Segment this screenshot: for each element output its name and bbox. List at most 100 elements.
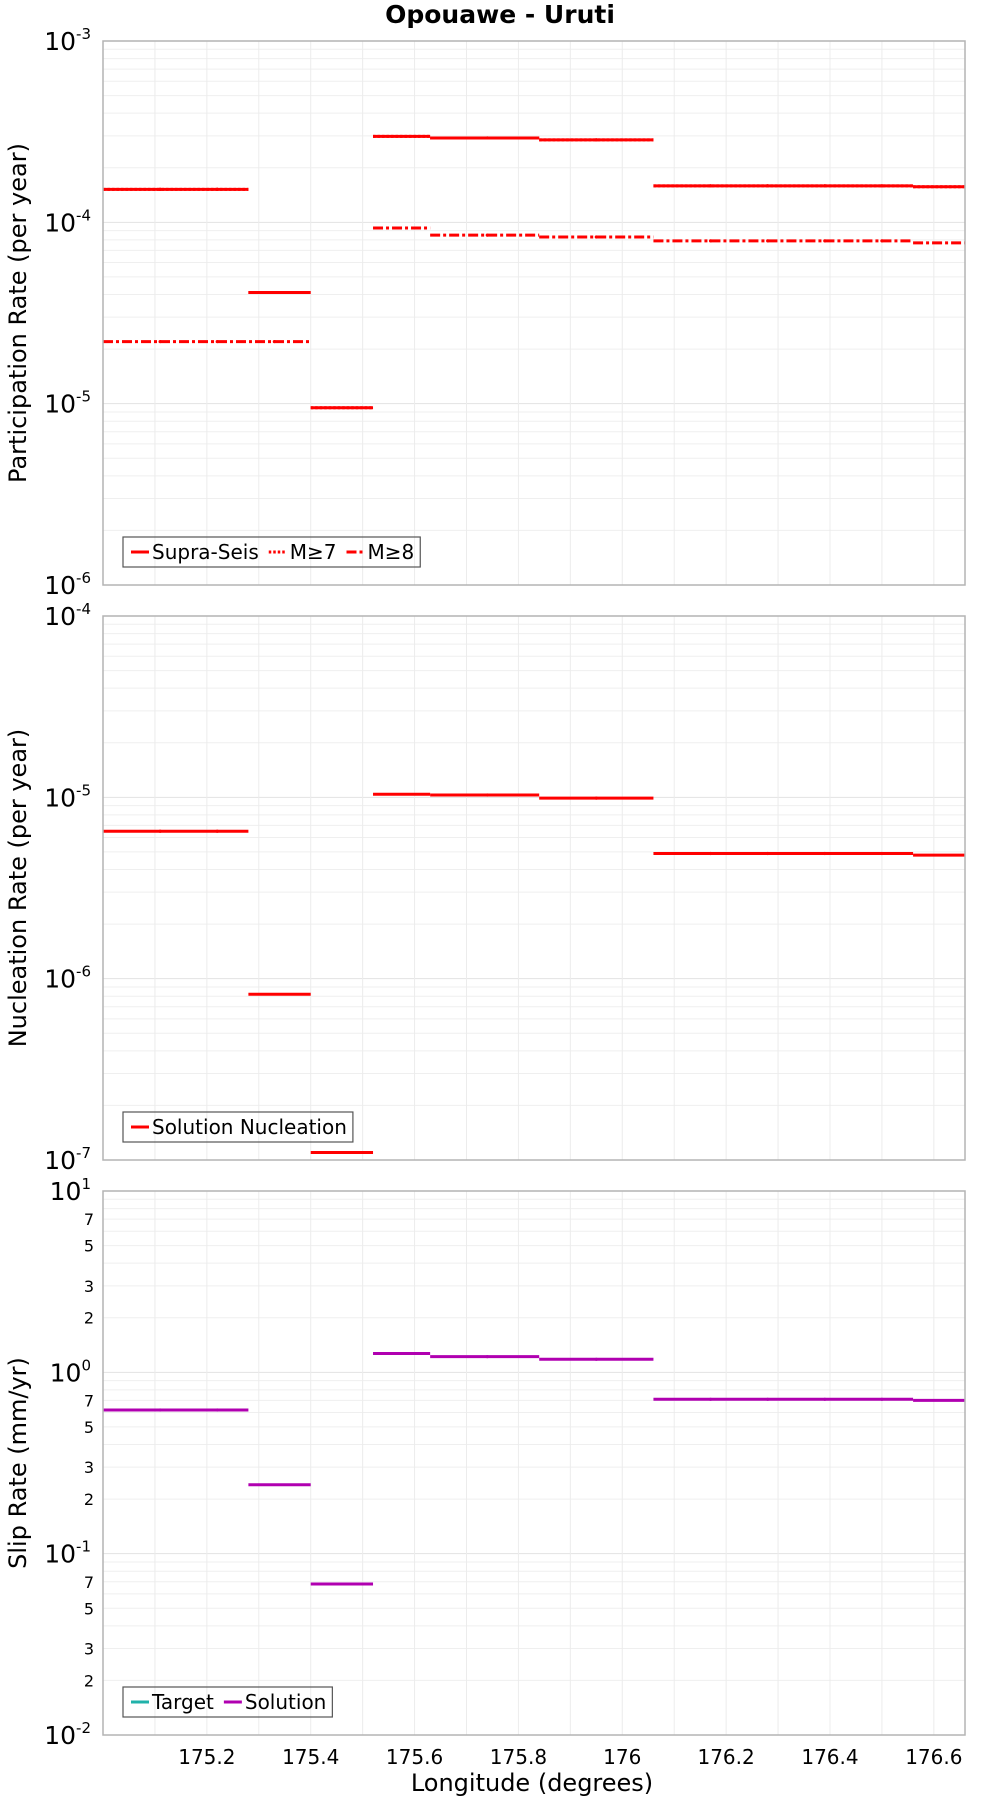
legend-label: Target <box>151 1690 214 1714</box>
series-Supra-Seis <box>103 134 965 410</box>
y-tick-exponent: 0 <box>81 1356 91 1374</box>
series-point <box>594 138 598 142</box>
series-point <box>823 184 827 188</box>
series-point <box>215 187 219 191</box>
y-minor-tick-label: 7 <box>84 1573 94 1592</box>
y-tick-exponent: -3 <box>76 25 91 43</box>
series-point <box>880 184 884 188</box>
legend-box <box>122 1686 333 1718</box>
legend-box <box>122 536 421 568</box>
y-minor-tick-label: 3 <box>84 1458 94 1477</box>
y-tick-label: 10-1 <box>44 1538 91 1569</box>
series-point <box>158 829 162 833</box>
series-point <box>485 136 489 140</box>
series-point <box>708 239 713 243</box>
series-point <box>880 851 884 856</box>
grid <box>102 1191 965 1736</box>
series-point <box>880 239 884 243</box>
grid <box>102 616 965 1161</box>
y-tick-label: 10-4 <box>44 600 91 631</box>
y-tick-label: 10-6 <box>44 963 91 994</box>
y-tick-base: 10 <box>44 208 76 237</box>
y-minor-tick-label: 5 <box>84 1237 94 1256</box>
y-tick-label: 10-5 <box>44 781 91 812</box>
series-point <box>158 339 162 344</box>
y-tick-base: 10 <box>44 27 76 56</box>
y-minor-tick-label: 7 <box>84 1210 94 1229</box>
legend: Supra-Seis M≥7 M≥8 <box>122 536 421 568</box>
legend-label: Supra-Seis <box>152 540 259 564</box>
y-minor-tick-label: 3 <box>84 1277 94 1296</box>
series-point <box>485 793 489 797</box>
series-Solution Nucleation <box>103 792 965 1154</box>
y-minor-tick-label: 5 <box>84 1599 94 1618</box>
series-point <box>594 1357 598 1361</box>
series-point <box>766 1397 770 1401</box>
series-Solution <box>103 1352 965 1586</box>
plot-frame <box>102 1190 966 1736</box>
series-point <box>485 233 489 237</box>
y-tick-base: 10 <box>44 1721 76 1750</box>
y-tick-base: 10 <box>44 390 76 419</box>
x-tick-label: 175.4 <box>282 1745 339 1769</box>
x-tick-label: 175.2 <box>178 1745 235 1769</box>
x-axis-label: Longitude (degrees) <box>411 1769 653 1797</box>
y-tick-base: 10 <box>44 571 76 600</box>
y-tick-label: 100 <box>50 1356 91 1387</box>
y-minor-tick-label: 3 <box>84 1639 94 1658</box>
y-tick-exponent: -5 <box>76 388 91 406</box>
series-point <box>708 851 713 856</box>
y-tick-base: 10 <box>44 1146 76 1175</box>
series-point <box>215 829 219 833</box>
y-tick-base: 10 <box>50 1358 82 1387</box>
y-tick-label: 10-5 <box>44 388 91 419</box>
series-point <box>823 1397 827 1401</box>
legend-label: M≥7 <box>290 540 337 564</box>
y-tick-exponent: -1 <box>76 1538 91 1556</box>
y-axis-label: Slip Rate (mm/yr) <box>4 1357 32 1569</box>
legend: Solution Nucleation <box>122 1111 354 1143</box>
series-point <box>708 184 713 188</box>
y-minor-tick-label: 2 <box>84 1309 94 1328</box>
y-tick-base: 10 <box>44 783 76 812</box>
y-tick-base: 10 <box>44 1540 76 1569</box>
series-point <box>708 1397 713 1401</box>
x-tick-label: 176.4 <box>801 1745 858 1769</box>
y-tick-exponent: 1 <box>81 1175 91 1193</box>
plot-frame <box>102 40 966 586</box>
y-axis-label: Participation Rate (per year) <box>4 143 32 483</box>
y-tick-exponent: -7 <box>76 1144 91 1162</box>
x-tick-label: 176.6 <box>905 1745 962 1769</box>
y-tick-label: 101 <box>50 1175 91 1206</box>
series-point <box>823 851 827 856</box>
y-tick-base: 10 <box>50 1177 82 1206</box>
series-point <box>272 339 276 344</box>
y-minor-tick-label: 2 <box>84 1490 94 1509</box>
y-tick-label: 10-2 <box>44 1719 91 1750</box>
legend-label: Solution <box>245 1690 326 1714</box>
x-tick-label: 175.6 <box>386 1745 443 1769</box>
y-tick-exponent: -6 <box>76 569 91 587</box>
grid <box>102 41 965 586</box>
y-axis-label: Nucleation Rate (per year) <box>4 729 32 1048</box>
series-point <box>215 1408 219 1412</box>
plot-frame <box>102 615 966 1161</box>
y-minor-tick-label: 7 <box>84 1391 94 1410</box>
series-point <box>880 1397 884 1401</box>
series-point <box>823 239 827 243</box>
y-tick-exponent: -4 <box>76 206 91 224</box>
series-M≥7 <box>103 134 965 410</box>
y-minor-tick-label: 5 <box>84 1418 94 1437</box>
series-point <box>158 187 162 191</box>
series-point <box>766 184 770 188</box>
x-tick-label: 176.2 <box>697 1745 754 1769</box>
legend: Target Solution <box>122 1686 333 1718</box>
y-tick-label: 10-3 <box>44 25 91 56</box>
series-point <box>485 1355 489 1359</box>
y-tick-exponent: -5 <box>76 781 91 799</box>
